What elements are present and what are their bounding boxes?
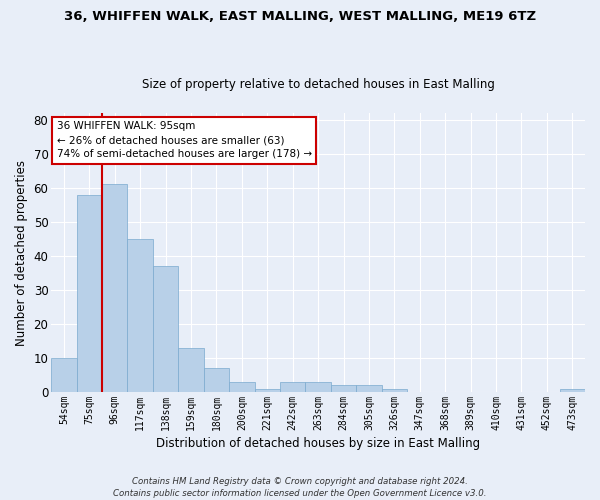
Text: 36, WHIFFEN WALK, EAST MALLING, WEST MALLING, ME19 6TZ: 36, WHIFFEN WALK, EAST MALLING, WEST MAL… [64,10,536,23]
Bar [560,388,585,392]
Bar [356,385,382,392]
Bar [305,382,331,392]
Y-axis label: Number of detached properties: Number of detached properties [15,160,28,346]
Bar [102,184,127,392]
Bar [204,368,229,392]
Title: Size of property relative to detached houses in East Malling: Size of property relative to detached ho… [142,78,494,91]
Text: Contains HM Land Registry data © Crown copyright and database right 2024.
Contai: Contains HM Land Registry data © Crown c… [113,476,487,498]
Bar [280,382,305,392]
Bar [153,266,178,392]
Bar [229,382,254,392]
X-axis label: Distribution of detached houses by size in East Malling: Distribution of detached houses by size … [156,437,480,450]
Text: 36 WHIFFEN WALK: 95sqm
← 26% of detached houses are smaller (63)
74% of semi-det: 36 WHIFFEN WALK: 95sqm ← 26% of detached… [56,122,311,160]
Bar [382,388,407,392]
Bar [127,239,153,392]
Bar [51,358,77,392]
Bar [178,348,204,392]
Bar [254,388,280,392]
Bar [331,385,356,392]
Bar [77,194,102,392]
